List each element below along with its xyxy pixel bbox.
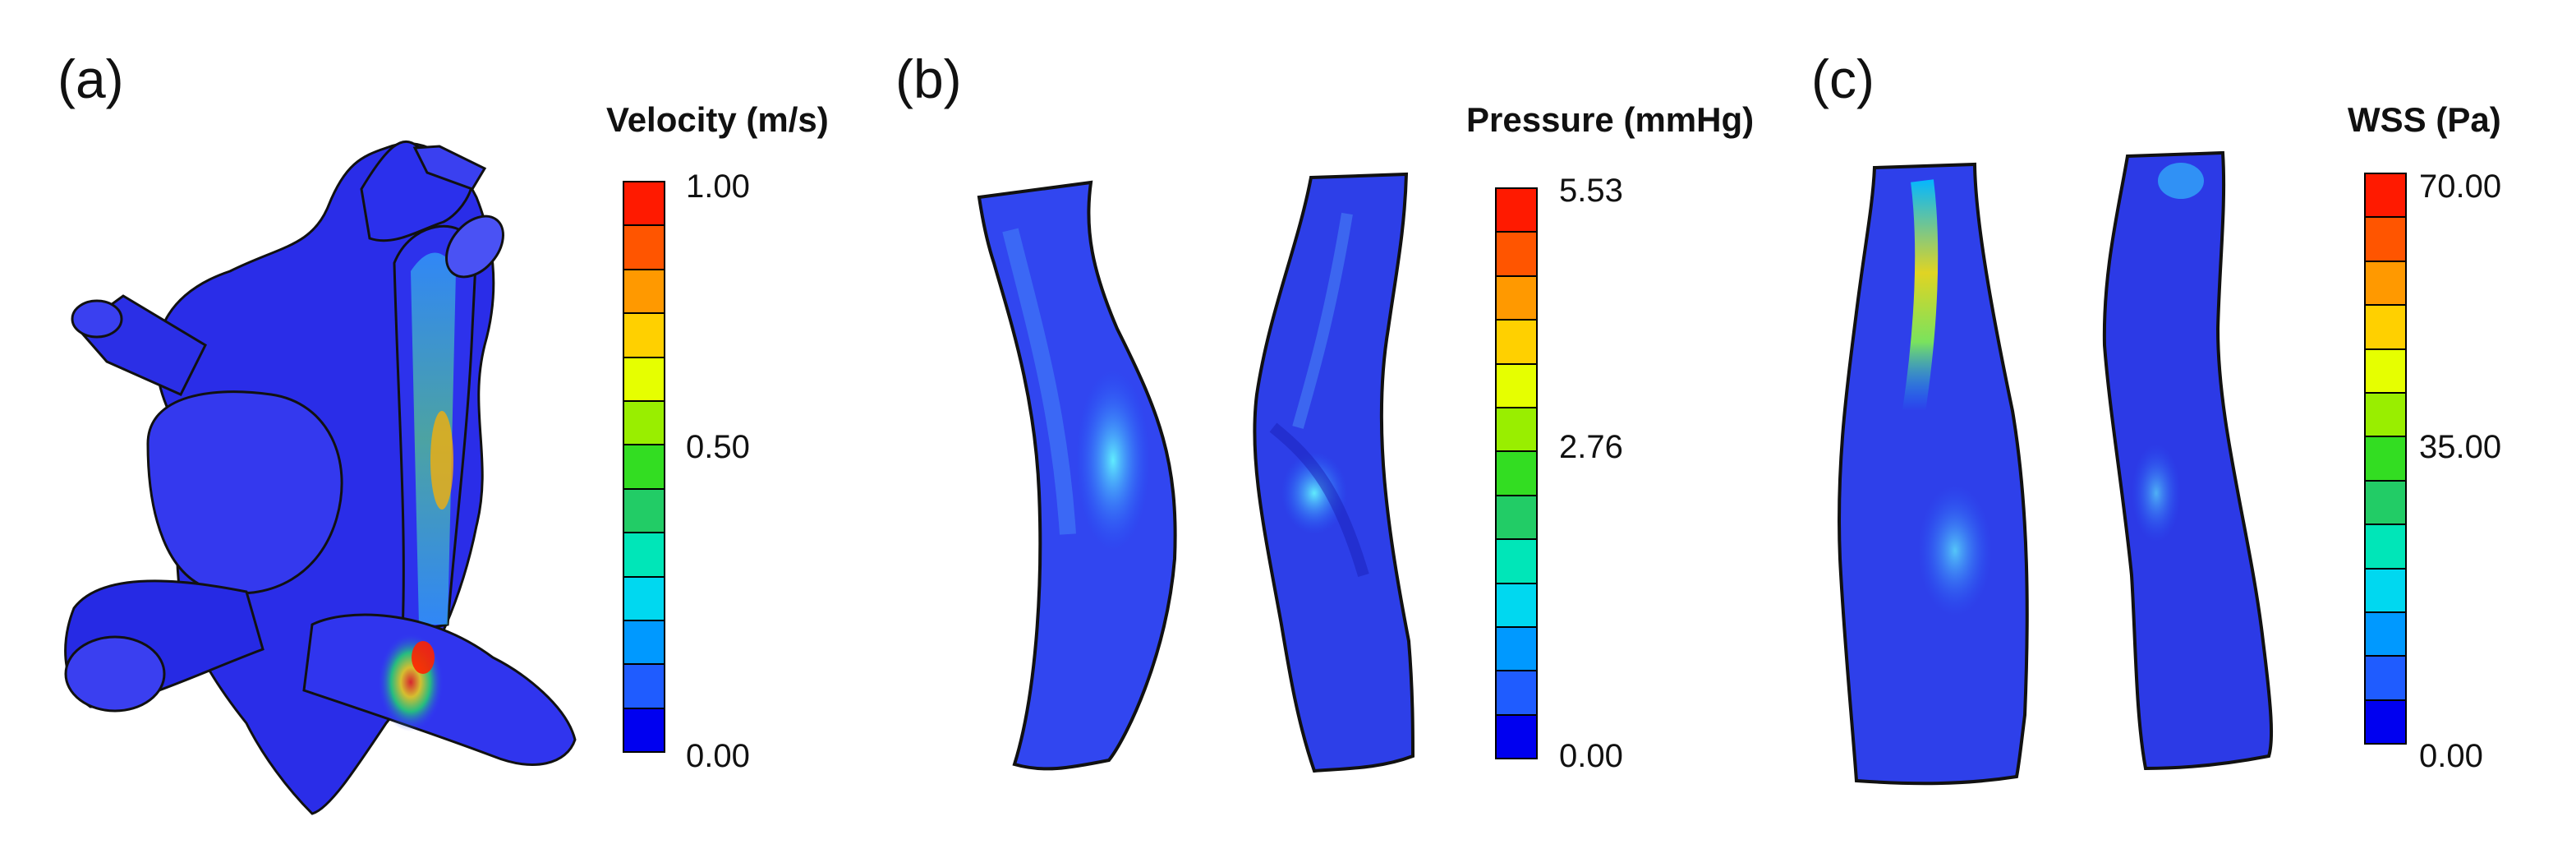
colorbar-segment <box>2366 481 2405 526</box>
colorbar-segment <box>2366 569 2405 613</box>
colorbar-title-wss: WSS (Pa) <box>2348 100 2501 139</box>
colorbar-segment <box>2366 349 2405 394</box>
colorbar-segment <box>2366 174 2405 219</box>
colorbar-segment <box>2366 700 2405 744</box>
colorbar-segment <box>2366 261 2405 307</box>
colorbar-segment <box>1497 452 1536 496</box>
colorbar-segment <box>1497 321 1536 365</box>
colorbar-pressure <box>1495 187 1538 759</box>
colorbar-segment <box>624 226 664 270</box>
colorbar-segment <box>2366 437 2405 482</box>
colorbar-segment <box>1497 276 1536 321</box>
panel-label-c: (c) <box>1811 48 1874 109</box>
colorbar-velocity <box>623 181 665 753</box>
colorbar-segment <box>624 182 664 227</box>
colorbar-segment <box>624 445 664 490</box>
colorbar-title-velocity: Velocity (m/s) <box>606 100 829 139</box>
vessel-wss-left <box>1838 162 2029 786</box>
colorbar-segment <box>624 533 664 578</box>
colorbar-segment <box>1497 715 1536 759</box>
colorbar-segment <box>1497 189 1536 233</box>
colorbar-segment <box>624 358 664 402</box>
colorbar-segment <box>1497 627 1536 672</box>
colorbar-segment <box>2366 525 2405 570</box>
colorbar-segment <box>1497 584 1536 628</box>
colorbar-segment <box>624 270 664 315</box>
colorbar-segment <box>624 401 664 446</box>
colorbar-wss <box>2364 173 2407 745</box>
colorbar-wss-min: 0.00 <box>2419 738 2483 774</box>
colorbar-segment <box>1497 233 1536 277</box>
colorbar-segment <box>2366 612 2405 657</box>
panel-label-b: (b) <box>895 48 962 109</box>
colorbar-segment <box>624 314 664 358</box>
vessel-model-a <box>64 140 577 815</box>
colorbar-title-pressure: Pressure (mmHg) <box>1466 100 1755 139</box>
colorbar-segment <box>624 665 664 709</box>
colorbar-segment <box>2366 306 2405 350</box>
colorbar-segment <box>624 489 664 534</box>
vessel-wss-right <box>2102 150 2274 771</box>
colorbar-pressure-min: 0.00 <box>1559 738 1623 774</box>
colorbar-segment <box>1497 496 1536 541</box>
colorbar-segment <box>624 620 664 666</box>
colorbar-velocity-max: 1.00 <box>686 168 750 205</box>
colorbar-segment <box>1497 364 1536 408</box>
colorbar-velocity-min: 0.00 <box>686 738 750 774</box>
colorbar-pressure-max: 5.53 <box>1559 173 1623 209</box>
colorbar-segment <box>624 708 664 752</box>
panel-label-a: (a) <box>58 48 124 109</box>
colorbar-segment <box>1497 671 1536 716</box>
colorbar-segment <box>624 577 664 621</box>
colorbar-segment <box>1497 540 1536 584</box>
colorbar-segment <box>2366 657 2405 701</box>
colorbar-wss-max: 70.00 <box>2419 168 2502 205</box>
colorbar-segment <box>1497 408 1536 453</box>
vessel-pressure-left <box>977 180 1177 771</box>
colorbar-wss-mid: 35.00 <box>2419 429 2502 465</box>
vessel-pressure-right <box>1253 172 1415 773</box>
colorbar-pressure-mid: 2.76 <box>1559 429 1623 465</box>
colorbar-velocity-mid: 0.50 <box>686 429 750 465</box>
colorbar-segment <box>2366 218 2405 262</box>
colorbar-segment <box>2366 393 2405 438</box>
